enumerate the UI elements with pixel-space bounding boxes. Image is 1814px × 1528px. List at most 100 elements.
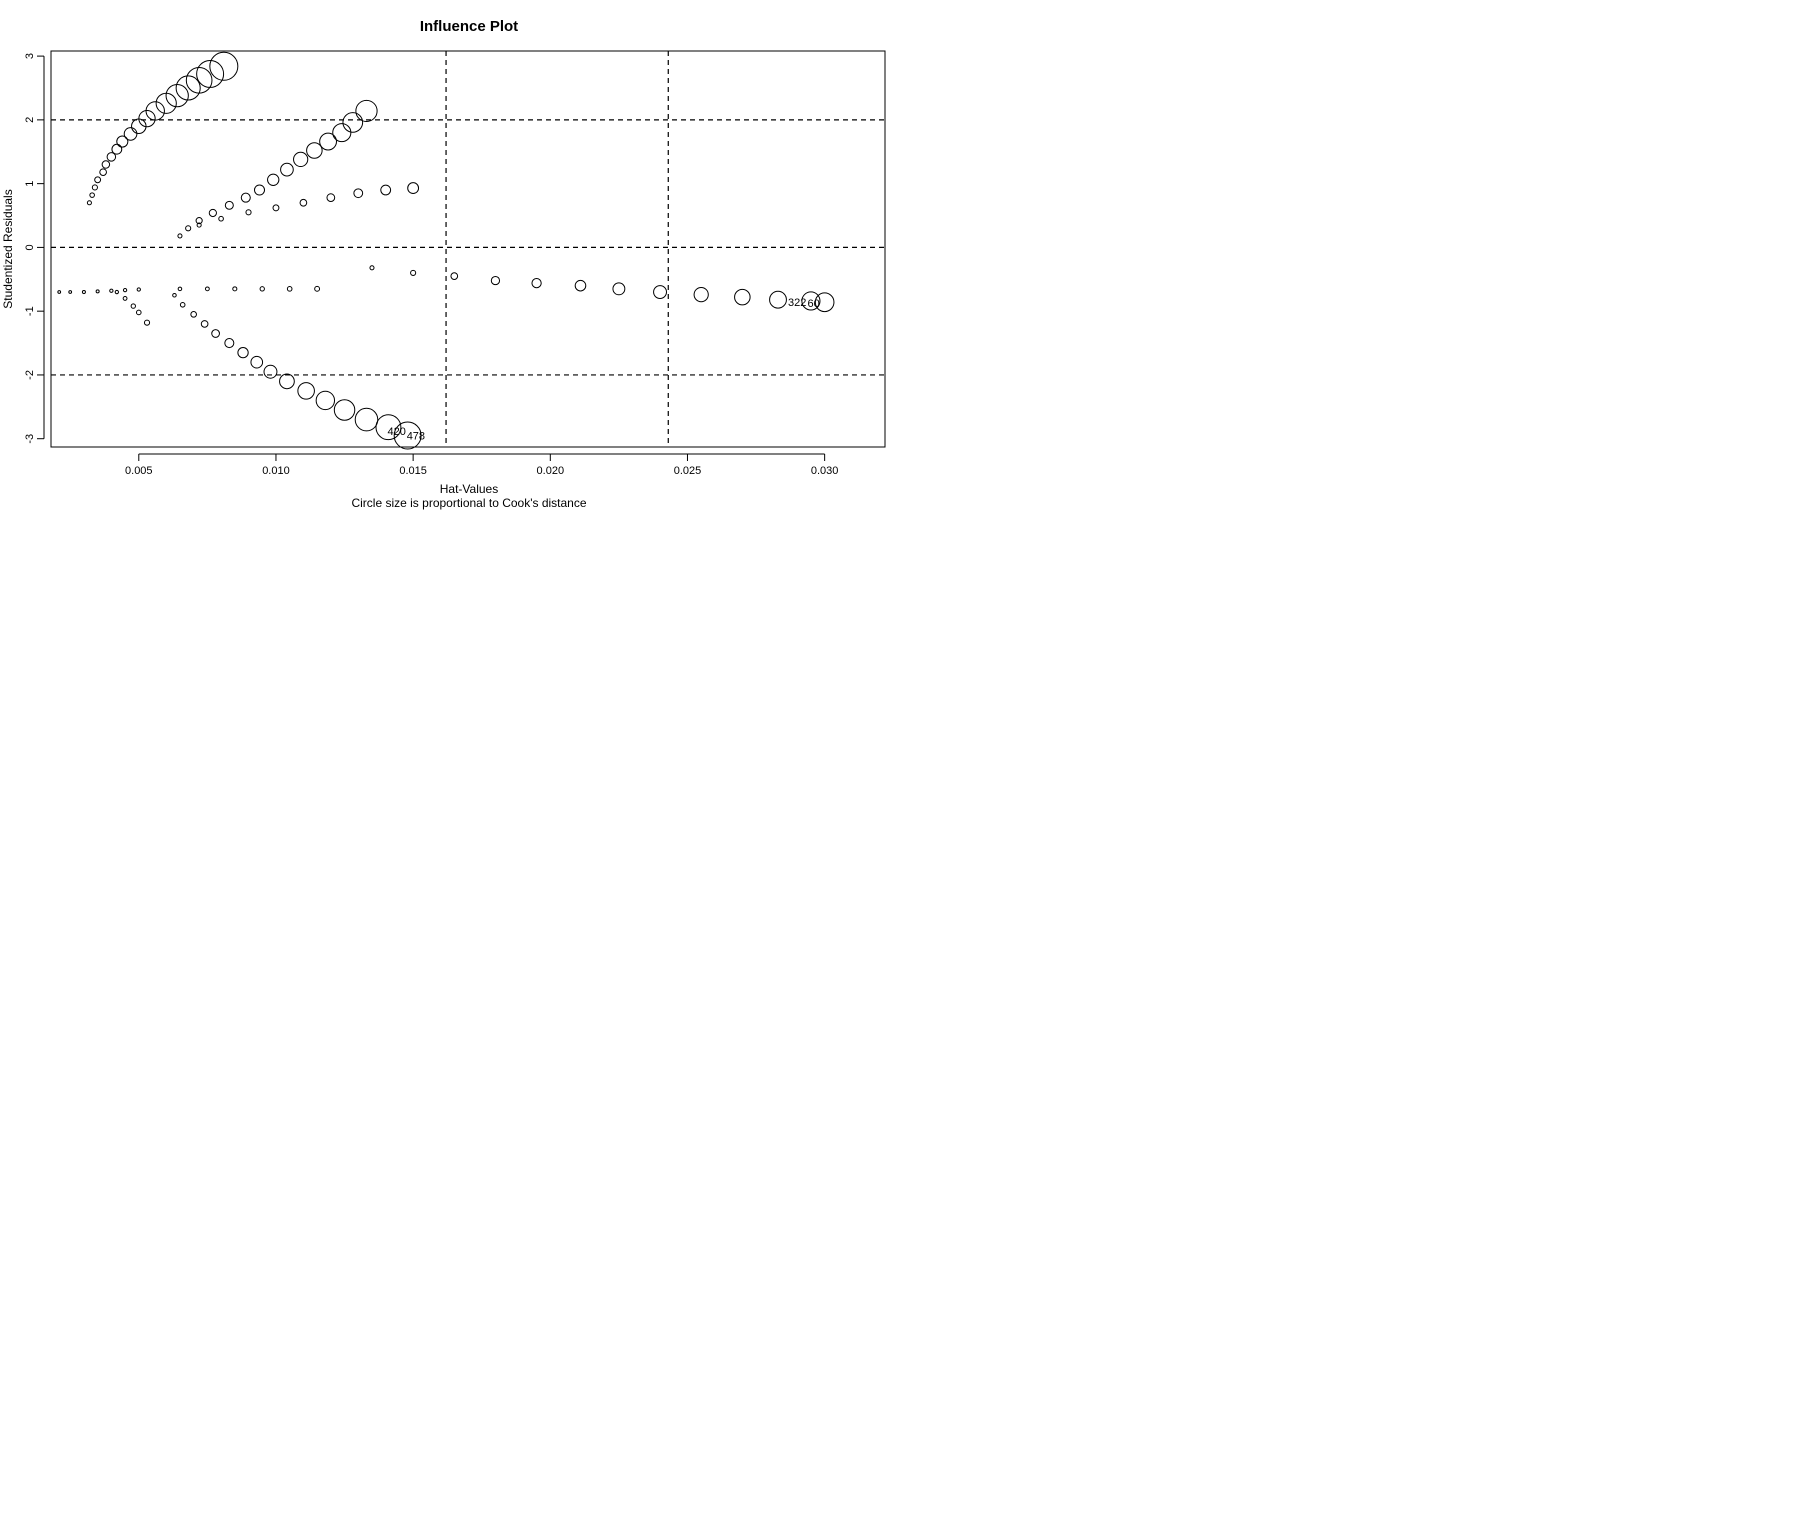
data-points [57, 51, 835, 450]
data-point [297, 382, 315, 400]
data-point [450, 272, 459, 280]
data-point [177, 286, 183, 292]
data-point [280, 162, 294, 177]
data-point [272, 204, 280, 212]
data-point [490, 275, 501, 286]
data-point [814, 292, 835, 313]
data-point [68, 290, 73, 294]
y-tick-label: 3 [24, 53, 36, 59]
data-point [95, 289, 100, 294]
data-point [130, 303, 136, 309]
data-point [101, 160, 111, 169]
data-point [99, 168, 107, 176]
data-point [175, 75, 201, 101]
data-point [240, 192, 251, 203]
data-point [165, 83, 189, 108]
data-point [734, 288, 751, 306]
data-point [204, 286, 210, 292]
data-point [332, 123, 352, 143]
data-point [179, 301, 186, 308]
data-point [190, 311, 197, 318]
reference-lines [51, 51, 885, 447]
data-point [355, 99, 378, 123]
x-tick-label: 0.015 [399, 465, 427, 477]
data-point [237, 346, 249, 359]
data-point [531, 277, 542, 289]
data-point [410, 269, 417, 276]
data-point [116, 135, 129, 148]
data-point [801, 291, 821, 311]
data-point [393, 421, 422, 450]
data-point [196, 222, 202, 228]
y-tick-label: 2 [24, 117, 36, 123]
data-point [114, 289, 119, 295]
data-point [109, 288, 114, 293]
point-labels: 420 478 322 60 [387, 297, 819, 442]
data-point [319, 132, 337, 151]
data-point [279, 373, 295, 390]
data-point [306, 142, 323, 159]
data-point [293, 151, 309, 168]
data-point [224, 200, 234, 210]
data-point [286, 286, 293, 292]
x-axis: 0.005 0.010 0.015 0.020 0.025 0.030 [125, 453, 839, 477]
data-point [185, 225, 192, 232]
data-point [354, 407, 379, 432]
data-point [122, 287, 128, 293]
y-tick-label: 0 [24, 244, 36, 250]
data-point [209, 51, 239, 81]
data-point [123, 127, 138, 141]
data-point [177, 233, 183, 239]
data-point [653, 285, 667, 300]
x-axis-label: Hat-Values [440, 482, 498, 496]
data-point [138, 109, 156, 128]
data-point [136, 287, 141, 292]
data-point [106, 152, 117, 162]
data-point [380, 184, 392, 196]
y-tick-label: -1 [24, 306, 36, 316]
data-point [574, 279, 587, 292]
data-point [769, 290, 787, 309]
data-point [172, 292, 177, 298]
data-point [145, 101, 165, 121]
plot-subtitle: Circle size is proportional to Cook's di… [351, 496, 586, 510]
x-tick-label: 0.020 [537, 465, 565, 477]
data-point [263, 364, 278, 379]
data-point [375, 414, 402, 441]
y-tick-label: -2 [24, 370, 36, 380]
data-point [299, 198, 308, 207]
data-point [86, 200, 92, 206]
point-label: 322 [788, 297, 806, 309]
data-point [135, 309, 142, 316]
data-point [612, 282, 626, 296]
data-point [111, 143, 123, 155]
y-tick-label: -3 [24, 434, 36, 444]
data-point [81, 290, 86, 295]
data-point [196, 59, 225, 88]
y-axis: -3 -2 -1 0 1 2 3 [24, 53, 45, 444]
data-point [369, 265, 375, 271]
data-point [253, 184, 266, 196]
data-point [232, 286, 238, 292]
y-tick-label: 1 [24, 181, 36, 187]
data-point [208, 208, 217, 218]
data-point [259, 286, 265, 292]
data-point [342, 112, 364, 133]
data-point [353, 188, 364, 199]
point-label: 420 [387, 426, 405, 438]
x-tick-label: 0.010 [262, 465, 290, 477]
point-label: 60 [808, 298, 820, 310]
data-point [250, 355, 264, 369]
data-point [245, 209, 252, 216]
x-tick-label: 0.030 [811, 465, 839, 477]
data-point [315, 390, 336, 411]
data-point [185, 67, 213, 94]
data-point [211, 329, 220, 338]
data-point [89, 192, 95, 198]
y-axis-label: Studentized Residuals [1, 189, 15, 308]
data-point [314, 285, 321, 292]
data-point [693, 286, 709, 303]
data-point [122, 296, 128, 301]
data-point [143, 319, 151, 326]
